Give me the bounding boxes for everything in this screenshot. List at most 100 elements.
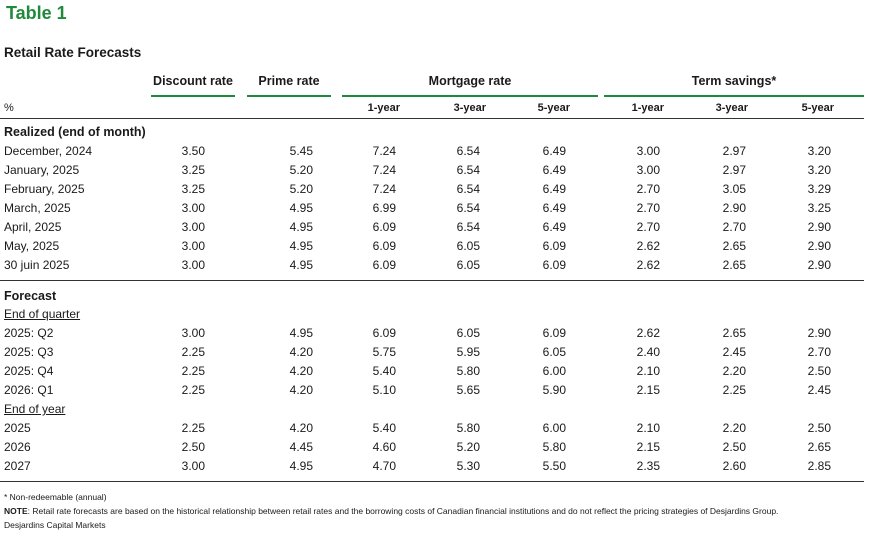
table-cell: 4.20 bbox=[289, 421, 313, 435]
row-label: April, 2025 bbox=[4, 220, 62, 234]
table-cell: 4.95 bbox=[289, 459, 313, 473]
table-cell: 6.09 bbox=[372, 239, 396, 253]
table-cell: 3.20 bbox=[807, 144, 831, 158]
subheader-term-1-year: 1-year bbox=[631, 102, 664, 114]
table-cell: 2.65 bbox=[722, 239, 746, 253]
table-cell: 5.20 bbox=[289, 163, 313, 177]
subheader-mortgage-1-year: 1-year bbox=[367, 102, 400, 114]
table-cell: 7.24 bbox=[372, 163, 396, 177]
table-cell: 2.50 bbox=[807, 421, 831, 435]
table-cell: 2.90 bbox=[722, 201, 746, 215]
table-cell: 6.54 bbox=[456, 201, 480, 215]
row-label: 2026: Q1 bbox=[4, 383, 54, 397]
table-cell: 4.95 bbox=[289, 201, 313, 215]
table-cell: 2.70 bbox=[636, 182, 660, 196]
section-realized: Realized (end of month) bbox=[4, 125, 146, 139]
table-cell: 6.54 bbox=[456, 220, 480, 234]
table-row: 2026 2.50 4.45 4.60 5.20 5.80 2.15 2.50 2.65 bbox=[0, 440, 874, 459]
table-cell: 5.20 bbox=[289, 182, 313, 196]
table-cell: 5.20 bbox=[456, 440, 480, 454]
table-cell: 2.25 bbox=[722, 383, 746, 397]
table-cell: 3.29 bbox=[807, 182, 831, 196]
table-row: February, 2025 3.25 5.20 7.24 6.54 6.49 2.70 3.… bbox=[0, 182, 874, 201]
table-cell: 4.95 bbox=[289, 258, 313, 272]
footnote-note: NOTE: Retail rate forecasts are based on… bbox=[4, 506, 778, 516]
table-row: 2025: Q3 2.25 4.20 5.75 5.95 6.05 2.40 2.45 2.70 bbox=[0, 345, 874, 364]
table-cell: 6.09 bbox=[542, 239, 566, 253]
table-cell: 2.90 bbox=[807, 326, 831, 340]
table-cell: 3.50 bbox=[181, 144, 205, 158]
row-label: 2025: Q4 bbox=[4, 364, 54, 378]
table-cell: 2.10 bbox=[636, 364, 660, 378]
table-cell: 6.00 bbox=[542, 364, 566, 378]
section-forecast: Forecast bbox=[4, 289, 57, 303]
row-label: December, 2024 bbox=[4, 144, 93, 158]
table-row: 2025 2.25 4.20 5.40 5.80 6.00 2.10 2.20 2.50 bbox=[0, 421, 874, 440]
table-cell: 6.05 bbox=[456, 326, 480, 340]
table-cell: 2.65 bbox=[722, 258, 746, 272]
row-label: March, 2025 bbox=[4, 201, 71, 215]
row-label: January, 2025 bbox=[4, 163, 80, 177]
table-cell: 3.00 bbox=[181, 201, 205, 215]
table-cell: 5.50 bbox=[542, 459, 566, 473]
table-cell: 5.80 bbox=[456, 364, 480, 378]
table-cell: 2.25 bbox=[181, 383, 205, 397]
table-row: 2025: Q4 2.25 4.20 5.40 5.80 6.00 2.10 2.20 2.50 bbox=[0, 364, 874, 383]
table-cell: 2.62 bbox=[636, 326, 660, 340]
row-label: 30 juin 2025 bbox=[4, 258, 70, 272]
table-cell: 3.00 bbox=[181, 220, 205, 234]
table-cell: 2.50 bbox=[722, 440, 746, 454]
table-cell: 2.60 bbox=[722, 459, 746, 473]
table-cell: 2.15 bbox=[636, 440, 660, 454]
header-prime-underline bbox=[247, 95, 331, 97]
table-cell: 3.00 bbox=[636, 144, 660, 158]
table-cell: 6.49 bbox=[542, 163, 566, 177]
table-cell: 2.90 bbox=[807, 239, 831, 253]
table-row: January, 2025 3.25 5.20 7.24 6.54 6.49 3.00 2.9… bbox=[0, 163, 874, 182]
table-cell: 2.70 bbox=[722, 220, 746, 234]
table-cell: 4.95 bbox=[289, 326, 313, 340]
table-cell: 7.24 bbox=[372, 144, 396, 158]
subheader-term-3-year: 3-year bbox=[715, 102, 748, 114]
table-cell: 5.90 bbox=[542, 383, 566, 397]
table-cell: 5.80 bbox=[542, 440, 566, 454]
row-label: 2025 bbox=[4, 421, 31, 435]
subheader-term-5-year: 5-year bbox=[801, 102, 834, 114]
table-cell: 6.05 bbox=[542, 345, 566, 359]
table-cell: 5.30 bbox=[456, 459, 480, 473]
table-cell: 3.00 bbox=[636, 163, 660, 177]
row-label: February, 2025 bbox=[4, 182, 85, 196]
table-cell: 6.49 bbox=[542, 144, 566, 158]
header-mortgage-rate: Mortgage rate bbox=[428, 74, 512, 88]
table-cell: 2.25 bbox=[181, 345, 205, 359]
table-cell: 6.49 bbox=[542, 220, 566, 234]
subheader-mortgage-3-year: 3-year bbox=[453, 102, 486, 114]
table-cell: 2.20 bbox=[722, 364, 746, 378]
table-cell: 2.90 bbox=[807, 220, 831, 234]
table-cell: 6.09 bbox=[372, 258, 396, 272]
table-cell: 6.05 bbox=[456, 258, 480, 272]
table-cell: 2.65 bbox=[807, 440, 831, 454]
table-cell: 2.35 bbox=[636, 459, 660, 473]
table-cell: 3.00 bbox=[181, 239, 205, 253]
table-cell: 2.97 bbox=[722, 144, 746, 158]
table-row: 2026: Q1 2.25 4.20 5.10 5.65 5.90 2.15 2.25 2.45 bbox=[0, 383, 874, 402]
table-cell: 5.65 bbox=[456, 383, 480, 397]
table-title: Table 1 bbox=[6, 3, 67, 23]
table-cell: 2.45 bbox=[807, 383, 831, 397]
table-cell: 2.45 bbox=[722, 345, 746, 359]
group-end-of-quarter: End of quarter bbox=[4, 307, 81, 321]
row-label: 2026 bbox=[4, 440, 31, 454]
table-cell: 2.85 bbox=[807, 459, 831, 473]
table-row: March, 2025 3.00 4.95 6.99 6.54 6.49 2.70 2.90 3… bbox=[0, 201, 874, 220]
table-row: 30 juin 2025 3.00 4.95 6.09 6.05 6.09 2.62 2.65… bbox=[0, 258, 874, 277]
percent-unit-label: % bbox=[4, 102, 14, 114]
row-label: 2025: Q2 bbox=[4, 326, 54, 340]
table-cell: 3.00 bbox=[181, 258, 205, 272]
table-cell: 4.70 bbox=[372, 459, 396, 473]
table-cell: 6.99 bbox=[372, 201, 396, 215]
footnote-note-text: : Retail rate forecasts are based on the… bbox=[27, 506, 779, 516]
table-cell: 5.75 bbox=[372, 345, 396, 359]
table-cell: 5.40 bbox=[372, 364, 396, 378]
table-cell: 4.20 bbox=[289, 383, 313, 397]
